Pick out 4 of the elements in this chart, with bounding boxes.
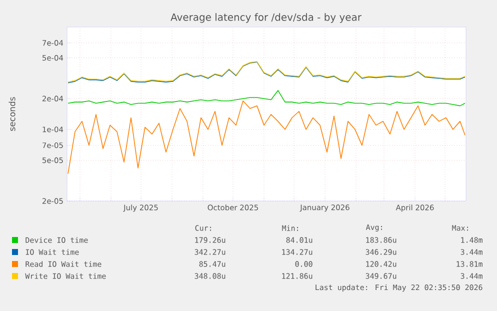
- line-series: [68, 90, 466, 106]
- line-series: [68, 100, 466, 174]
- chart-title: Average latency for /dev/sda - by year: [170, 13, 362, 23]
- y-axis-title: seconds: [8, 97, 16, 131]
